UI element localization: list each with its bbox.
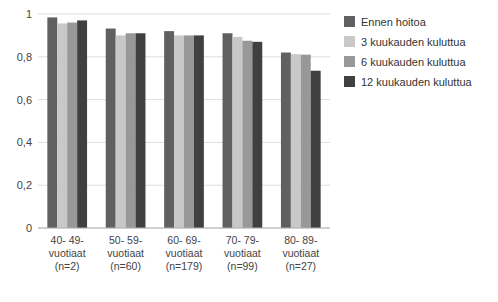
y-tick-label: 0,2 xyxy=(17,179,32,191)
grid xyxy=(38,14,330,228)
bar xyxy=(311,71,321,228)
legend-label: 6 kuukauden kuluttua xyxy=(361,56,466,68)
x-tick-label-line: 60- 69- xyxy=(167,234,201,246)
x-axis: 40- 49-vuotiaat(n=2)50- 59-vuotiaat(n=60… xyxy=(49,234,319,272)
bar xyxy=(136,33,146,228)
bar xyxy=(223,33,233,228)
grid-line xyxy=(38,228,330,229)
bars xyxy=(47,17,320,228)
y-tick-label: 0,4 xyxy=(17,136,32,148)
x-axis-line xyxy=(38,228,330,229)
legend-swatch xyxy=(344,76,355,87)
bar xyxy=(281,53,291,228)
x-tick-label-line: 40- 49- xyxy=(51,234,85,246)
legend: Ennen hoitoa 3 kuukauden kuluttua 6 kuukau… xyxy=(344,16,473,88)
x-tick-label-line: vuotiaat xyxy=(107,247,144,259)
legend-swatch xyxy=(344,56,355,67)
bar xyxy=(184,35,194,228)
bar xyxy=(106,29,116,228)
legend-swatch xyxy=(344,16,355,27)
x-tick-label-line: 70- 79- xyxy=(226,234,260,246)
bar xyxy=(301,55,311,228)
x-tick-label-line: (n=99) xyxy=(227,260,258,272)
bar xyxy=(67,23,77,228)
y-tick-label: 0 xyxy=(26,222,32,234)
x-tick-label: 40- 49-vuotiaat(n=2) xyxy=(49,234,86,272)
x-tick-label-line: vuotiaat xyxy=(166,247,203,259)
y-tick-label: 1 xyxy=(26,8,32,20)
chart: 00,20,40,60,8140- 49-vuotiaat(n=2)50- 59… xyxy=(0,0,498,302)
x-tick-label-line: vuotiaat xyxy=(49,247,86,259)
y-axis: 0 0,2 0,4 0,6 0,8 1 xyxy=(17,8,32,234)
y-tick-label: 0,8 xyxy=(17,51,32,63)
bar xyxy=(252,42,262,228)
bar xyxy=(174,35,184,228)
bar xyxy=(57,23,67,228)
x-tick-label: 50- 59-vuotiaat(n=60) xyxy=(107,234,144,272)
x-tick-label-line: (n=2) xyxy=(55,260,80,272)
x-tick-label-line: vuotiaat xyxy=(224,247,261,259)
x-tick-label-line: (n=179) xyxy=(166,260,202,272)
x-tick-label-line: 50- 59- xyxy=(109,234,143,246)
bar xyxy=(242,41,252,228)
bar xyxy=(116,35,126,228)
x-tick-label-line: (n=27) xyxy=(285,260,316,272)
legend-label: 3 kuukauden kuluttua xyxy=(361,36,466,48)
bar xyxy=(164,31,174,228)
x-tick-label: 70- 79-vuotiaat(n=99) xyxy=(224,234,261,272)
legend-swatch xyxy=(344,36,355,47)
x-tick-label: 60- 69-vuotiaat(n=179) xyxy=(166,234,203,272)
bar xyxy=(194,35,204,228)
legend-label: Ennen hoitoa xyxy=(361,16,427,28)
bar xyxy=(126,33,136,228)
chart-container: 00,20,40,60,8140- 49-vuotiaat(n=2)50- 59… xyxy=(0,0,498,302)
bar xyxy=(47,17,57,228)
x-tick-label-line: 80- 89- xyxy=(284,234,318,246)
grid-line xyxy=(38,14,330,15)
legend-label: 12 kuukauden kuluttua xyxy=(361,76,473,88)
x-tick-label: 80- 89-vuotiaat(n=27) xyxy=(282,234,319,272)
bar xyxy=(232,37,242,228)
x-tick-label-line: (n=60) xyxy=(110,260,141,272)
bar xyxy=(291,54,301,228)
bar xyxy=(77,20,87,228)
y-tick-label: 0,6 xyxy=(17,94,32,106)
x-tick-label-line: vuotiaat xyxy=(282,247,319,259)
